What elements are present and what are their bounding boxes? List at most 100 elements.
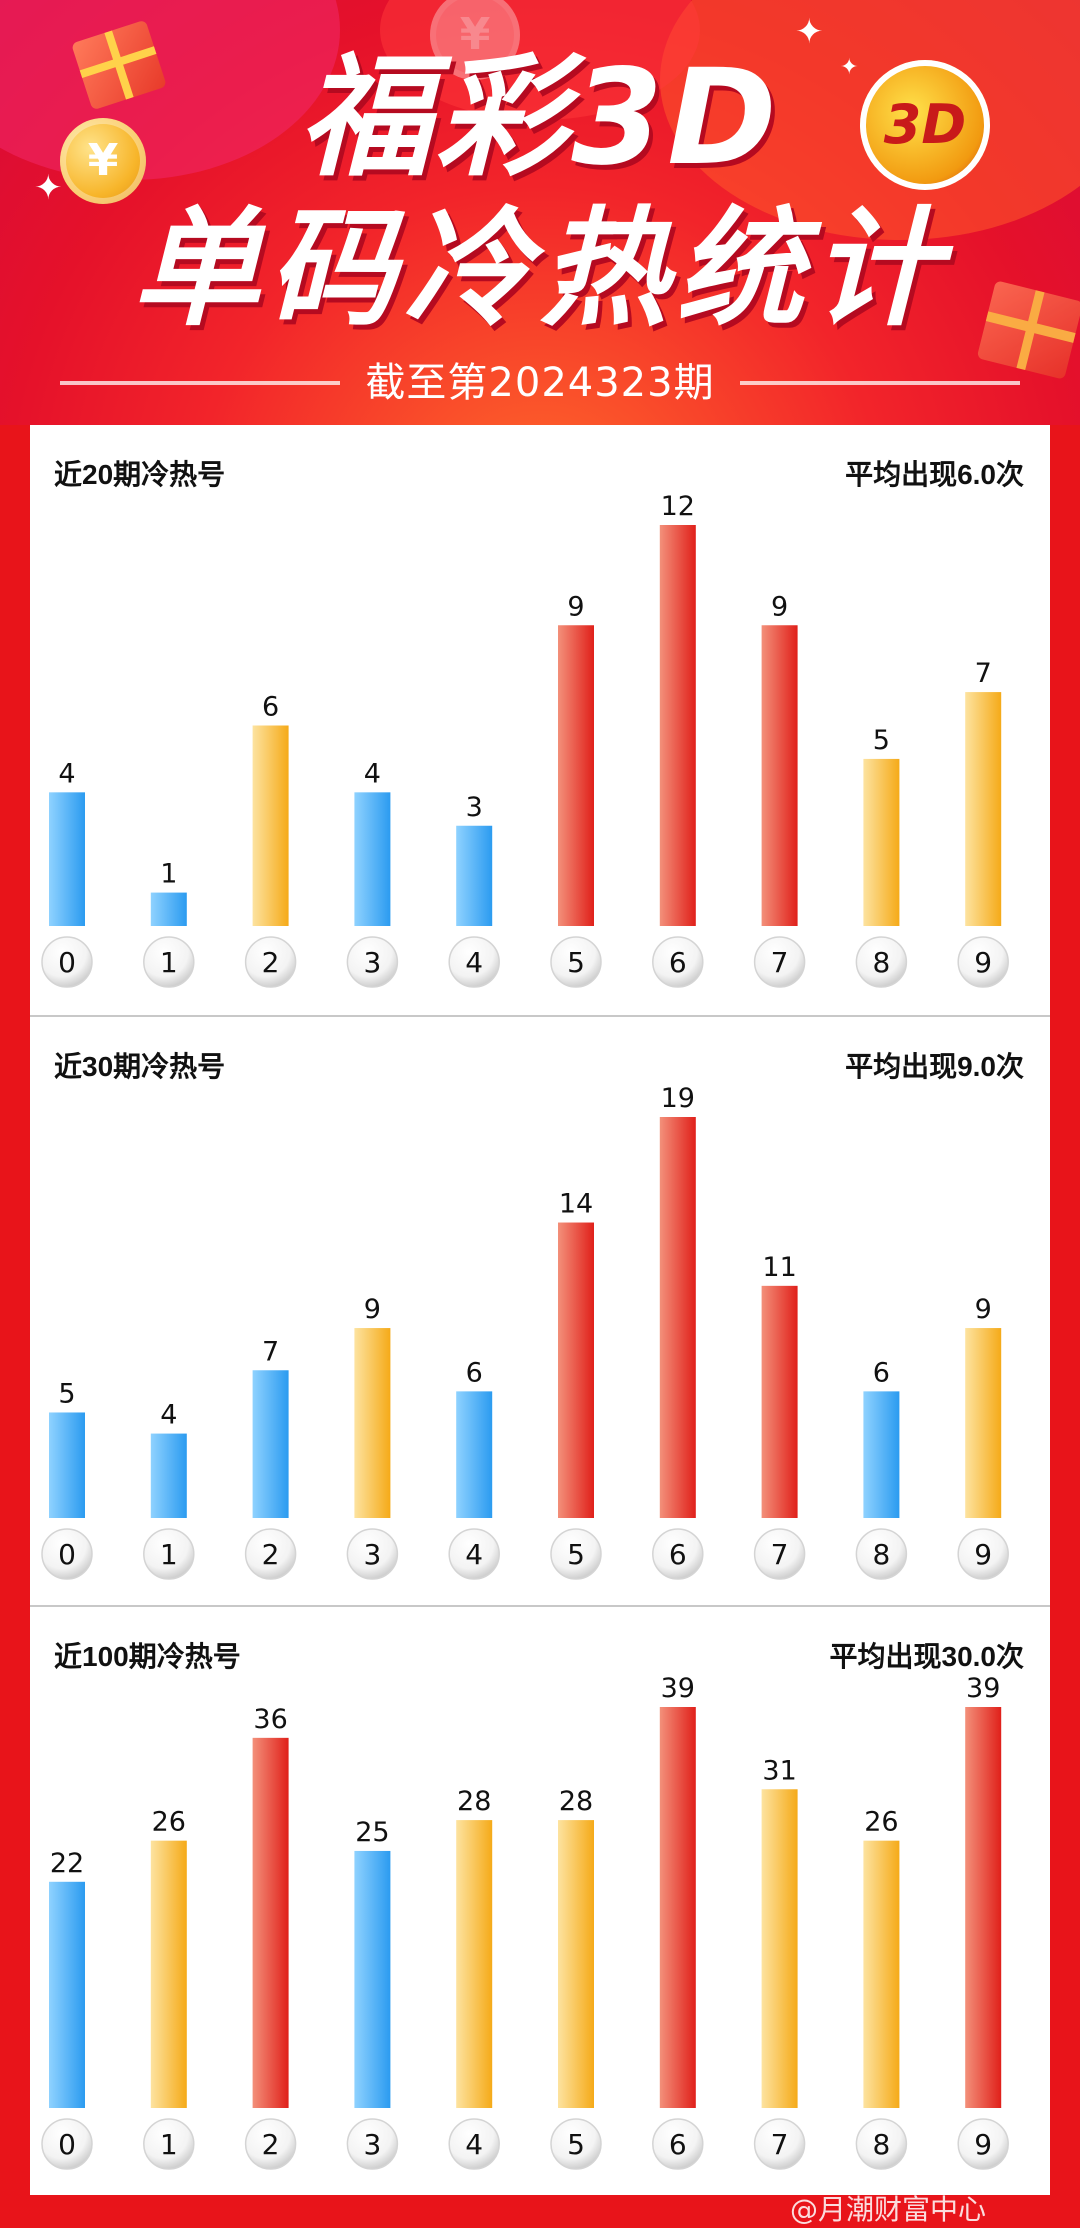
- watermark: @月潮财富中心: [790, 2193, 987, 2226]
- bar-value-label: 9: [975, 1294, 992, 1325]
- bar-value-label: 9: [771, 591, 788, 622]
- digit-label: 6: [669, 946, 687, 979]
- bar-chart-100: 22 0 26 1 36 2 25 3 28 4 28 5 39 6 31 7 26 8 39 9: [41, 1673, 1009, 2170]
- digit-ball-icon: [652, 936, 704, 988]
- bar-value-label: 22: [50, 1848, 84, 1879]
- digit-ball-icon: [957, 936, 1009, 988]
- digit-ball-icon: [957, 1528, 1009, 1580]
- digit-label: 4: [465, 2128, 483, 2161]
- digit-ball-icon: [753, 2118, 806, 2170]
- bar-digit-6: [659, 1117, 696, 1518]
- bar-digit-9: [965, 1707, 1002, 2108]
- bar-digit-0: [49, 792, 85, 926]
- bar-digit-6: [659, 1707, 696, 2108]
- digit-ball-icon: [244, 1528, 297, 1580]
- bar-digit-6: [659, 525, 696, 926]
- chart-section-20: 近20期冷热号 平均出现6.0次 4 0 1 1 6 2 4 3 3 4 9 5 12 6 9 7 5 8 7 9: [30, 425, 1050, 1015]
- digit-ball-icon: [244, 2118, 297, 2170]
- bar-digit-9: [965, 692, 1002, 926]
- digit-ball-icon: [244, 936, 297, 988]
- bar-value-label: 7: [262, 1336, 279, 1367]
- bar-value-label: 36: [253, 1704, 287, 1735]
- chart-average: 平均出现6.0次: [845, 459, 1024, 490]
- digit-label: 7: [771, 2128, 789, 2161]
- digit-ball-icon: [957, 2118, 1009, 2170]
- digit-ball-icon: [855, 2118, 908, 2170]
- digit-label: 8: [872, 946, 890, 979]
- digit-label: 2: [262, 2128, 280, 2161]
- sparkle-icon: ✦: [34, 168, 63, 208]
- digit-ball-icon: [550, 1528, 602, 1580]
- bar-digit-4: [456, 825, 493, 926]
- bar-digit-8: [863, 1391, 900, 1518]
- bar-value-label: 11: [762, 1252, 796, 1283]
- bar-chart-30: 5 0 4 1 7 2 9 3 6 4 14 5 19 6 11 7 6 8 9 9: [41, 1083, 1009, 1580]
- bar-digit-1: [150, 1433, 187, 1518]
- digit-label: 6: [669, 1538, 687, 1571]
- bar-digit-0: [49, 1881, 85, 2108]
- bar-value-label: 26: [864, 1807, 898, 1838]
- bar-value-label: 5: [873, 725, 890, 756]
- digit-ball-icon: [448, 2118, 500, 2170]
- bar-digit-5: [558, 1820, 594, 2108]
- bar-value-label: 1: [160, 859, 177, 890]
- bar-digit-2: [252, 725, 289, 926]
- digit-label: 3: [363, 1538, 381, 1571]
- chart-section-30: 近30期冷热号 平均出现9.0次 5 0 4 1 7 2 9 3 6 4 14 5 19 6 11 7 6 8 9 9: [30, 1015, 1050, 1607]
- chart-title: 近20期冷热号: [54, 459, 226, 490]
- digit-label: 3: [363, 2128, 381, 2161]
- bar-value-label: 19: [661, 1083, 695, 1114]
- bar-value-label: 6: [873, 1357, 890, 1388]
- bar-value-label: 25: [355, 1817, 389, 1848]
- bar-digit-7: [761, 1285, 798, 1518]
- digit-label: 8: [872, 2128, 890, 2161]
- digit-label: 9: [974, 2128, 992, 2161]
- bar-value-label: 12: [661, 491, 695, 522]
- bar-value-label: 6: [466, 1357, 483, 1388]
- chart-average: 平均出现30.0次: [829, 1641, 1025, 1672]
- coin-icon: ¥: [60, 118, 146, 204]
- digit-ball-icon: [550, 2118, 602, 2170]
- bar-value-label: 4: [364, 758, 381, 789]
- digit-ball-icon: [143, 1528, 195, 1580]
- digit-label: 7: [771, 1538, 789, 1571]
- digit-label: 9: [974, 1538, 992, 1571]
- bar-value-label: 28: [559, 1786, 593, 1817]
- bar-value-label: 39: [966, 1673, 1000, 1704]
- bar-digit-5: [558, 1222, 594, 1518]
- bar-value-label: 6: [262, 692, 279, 723]
- digit-label: 2: [262, 1538, 280, 1571]
- digit-ball-icon: [41, 2118, 93, 2170]
- digit-label: 1: [160, 1538, 178, 1571]
- digit-ball-icon: [652, 1528, 704, 1580]
- issue-row: 截至第2024323期: [0, 355, 1080, 411]
- page-subtitle-title: 单码冷热统计: [131, 195, 948, 344]
- digit-ball-icon: [550, 936, 602, 988]
- digit-label: 5: [567, 946, 585, 979]
- bar-value-label: 39: [661, 1673, 695, 1704]
- digit-label: 5: [567, 1538, 585, 1571]
- digit-ball-icon: [346, 2118, 399, 2170]
- digit-ball-icon: [753, 936, 806, 988]
- bar-value-label: 14: [559, 1189, 593, 1220]
- page-title: 福彩3D: [299, 41, 781, 195]
- digit-ball-icon: [753, 1528, 806, 1580]
- bar-digit-2: [252, 1370, 289, 1518]
- digit-ball-icon: [652, 2118, 704, 2170]
- digit-label: 9: [974, 946, 992, 979]
- bar-digit-4: [456, 1391, 493, 1518]
- digit-label: 4: [465, 1538, 483, 1571]
- digit-label: 2: [262, 946, 280, 979]
- chart-section-100: 近100期冷热号 平均出现30.0次 22 0 26 1 36 2 25 3 28 4 28 5 39 6…: [30, 1605, 1050, 2197]
- bar-digit-2: [252, 1737, 289, 2108]
- digit-ball-icon: [41, 1528, 93, 1580]
- bar-digit-8: [863, 758, 900, 926]
- bar-value-label: 5: [58, 1378, 75, 1409]
- 3d-logo-icon: 3D: [860, 60, 990, 190]
- coin-icon: ¥: [430, 0, 520, 80]
- digit-label: 1: [160, 946, 178, 979]
- chart-average: 平均出现9.0次: [845, 1051, 1024, 1082]
- digit-ball-icon: [346, 1528, 399, 1580]
- bar-digit-4: [456, 1820, 493, 2108]
- bar-digit-7: [761, 1789, 798, 2108]
